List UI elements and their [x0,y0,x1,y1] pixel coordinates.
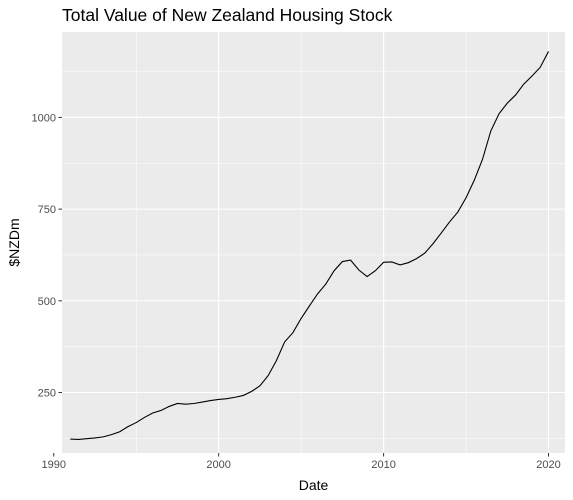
series-line [70,51,549,440]
y-axis-title: $NZDm [6,218,22,266]
x-tick-label: 2010 [371,459,395,471]
x-axis-title: Date [299,477,329,493]
y-tick-label: 500 [38,296,56,308]
major-gridlines [53,32,565,453]
x-tick-label: 2020 [536,459,560,471]
y-tick-label: 250 [38,387,56,399]
y-tick-label: 1000 [32,112,56,124]
x-tick-label: 1990 [42,459,66,471]
y-tick-label: 750 [38,204,56,216]
y-axis: 250 500 750 1000 [32,112,62,399]
x-axis: 1990 2000 2010 2020 [42,453,561,471]
x-tick-label: 2000 [206,459,230,471]
plot-panel [62,32,565,453]
chart-title: Total Value of New Zealand Housing Stock [62,5,393,25]
